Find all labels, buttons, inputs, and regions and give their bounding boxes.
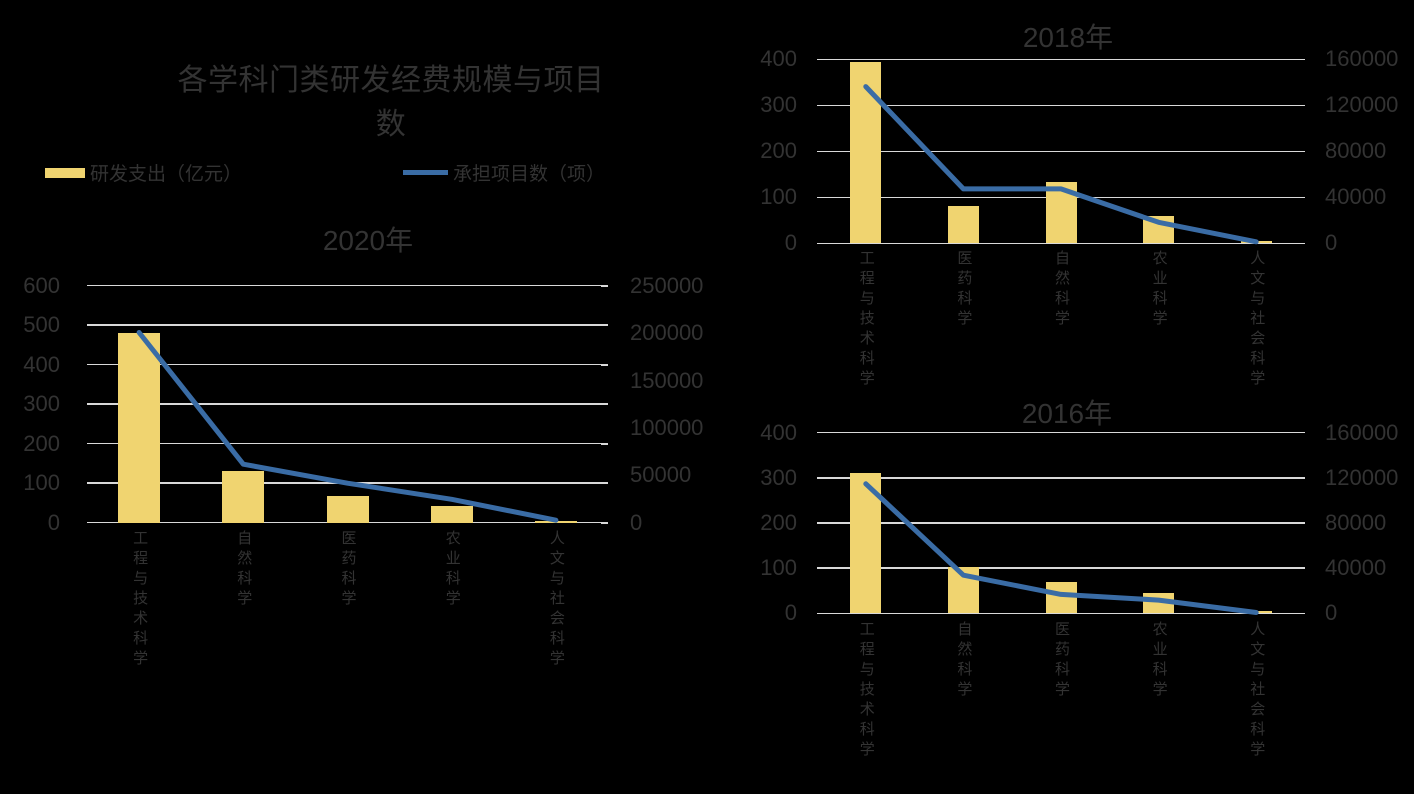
gridline — [817, 522, 1305, 524]
left-axis-tick-label: 200 — [760, 510, 797, 535]
left-axis-tick-label: 600 — [23, 272, 60, 298]
left-axis-tick-label: 300 — [23, 391, 60, 417]
right-axis-tick-mark — [601, 442, 608, 445]
legend-item-line: 承担项目数（项） — [403, 160, 605, 185]
bar — [850, 62, 882, 244]
left-axis-tick-label: 100 — [760, 555, 797, 581]
gridline — [817, 477, 1305, 479]
gridline — [817, 242, 1305, 245]
category-label: 人文与社会科学 — [1248, 621, 1266, 761]
right-axis-tick-mark — [601, 284, 608, 287]
right-axis-tick-label: 120000 — [1325, 464, 1399, 490]
right-axis-tick-label: 120000 — [1325, 92, 1399, 118]
right-axis-tick-label: 80000 — [1325, 510, 1387, 535]
right-axis-tick-label: 50000 — [630, 462, 692, 488]
gridline — [817, 104, 1305, 107]
right-axis-tick-label: 200000 — [630, 320, 704, 346]
trend-line — [863, 480, 1259, 615]
right-axis-tick-label: 0 — [1325, 600, 1338, 626]
category-label: 医药科学 — [955, 250, 973, 330]
bar — [430, 505, 473, 523]
left-axis-tick-label: 0 — [784, 600, 797, 626]
category-label: 农业科学 — [1150, 250, 1168, 330]
right-axis-tick-mark — [601, 521, 608, 524]
left-axis-tick-label: 0 — [784, 230, 797, 256]
gridline — [87, 403, 608, 405]
category-label: 医药科学 — [1053, 621, 1070, 701]
left-axis-tick-label: 100 — [760, 184, 797, 210]
category-label: 自然科学 — [235, 530, 253, 610]
right-axis-tick-mark — [601, 403, 608, 406]
left-axis-tick-label: 200 — [760, 138, 797, 164]
main-title: 各学科门类研发经费规模与项目数 — [177, 64, 605, 141]
right-axis-tick-label: 40000 — [1325, 184, 1387, 210]
category-label: 工程与技术科学 — [857, 621, 875, 761]
line-legend-label: 承担项目数（项） — [453, 164, 606, 185]
left-axis-tick-label: 400 — [23, 351, 60, 377]
right-axis-tick-label: 250000 — [630, 272, 704, 298]
right-axis-tick-label: 100000 — [630, 414, 704, 440]
right-axis-tick-label: 80000 — [1325, 138, 1387, 164]
right-axis-tick-mark — [601, 482, 608, 485]
gridline — [817, 567, 1305, 569]
category-label: 农业科学 — [1150, 621, 1168, 701]
category-label: 工程与技术科学 — [131, 530, 149, 670]
trend-line — [136, 329, 559, 523]
category-label: 工程与技术科学 — [857, 250, 875, 390]
gridline — [87, 521, 608, 524]
gridline — [817, 612, 1305, 615]
left-axis-tick-label: 200 — [23, 430, 60, 456]
legend-item-bar: 研发支出（亿元） — [45, 160, 242, 185]
left-axis-tick-label: 500 — [23, 312, 60, 338]
right-axis-tick-label: 150000 — [630, 367, 704, 393]
gridline — [87, 284, 608, 287]
category-label: 医药科学 — [339, 530, 357, 610]
bar — [1045, 581, 1077, 614]
left-axis-tick-label: 0 — [47, 509, 60, 535]
bar — [326, 495, 369, 523]
left-axis-tick-label: 300 — [760, 464, 797, 490]
bar — [118, 333, 161, 523]
bar — [222, 471, 265, 523]
right-axis-tick-label: 0 — [1325, 230, 1338, 256]
right-axis-tick-label: 0 — [630, 509, 643, 535]
chart-subtitle: 2018年 — [1022, 22, 1114, 53]
bar-legend-label: 研发支出（亿元） — [90, 164, 243, 185]
chart-subtitle: 2016年 — [1021, 398, 1113, 429]
bar — [947, 205, 979, 244]
category-label: 自然科学 — [955, 621, 973, 701]
category-label: 人文与社会科学 — [1248, 250, 1266, 390]
right-axis-tick-label: 160000 — [1325, 46, 1399, 72]
category-label: 自然科学 — [1053, 250, 1070, 330]
category-label: 人文与社会科学 — [547, 530, 565, 670]
category-label: 农业科学 — [443, 530, 461, 610]
left-axis-tick-label: 400 — [760, 46, 797, 72]
right-axis-tick-label: 160000 — [1325, 419, 1399, 445]
gridline — [87, 324, 608, 326]
line-legend-swatch-icon — [403, 170, 448, 175]
gridline — [817, 431, 1305, 434]
gridline — [817, 58, 1305, 61]
left-axis-tick-label: 300 — [760, 92, 797, 118]
left-axis-tick-label: 100 — [23, 470, 60, 496]
chart-subtitle: 2020年 — [322, 225, 414, 256]
gridline — [87, 363, 608, 366]
right-axis-tick-mark — [601, 363, 608, 366]
gridline — [87, 442, 608, 445]
bar-legend-swatch-icon — [45, 167, 85, 178]
bar — [850, 473, 882, 614]
right-axis-tick-mark — [601, 324, 608, 327]
gridline — [817, 150, 1305, 153]
trend-line — [863, 84, 1259, 245]
right-axis-tick-label: 40000 — [1325, 555, 1387, 581]
left-axis-tick-label: 400 — [760, 419, 797, 445]
